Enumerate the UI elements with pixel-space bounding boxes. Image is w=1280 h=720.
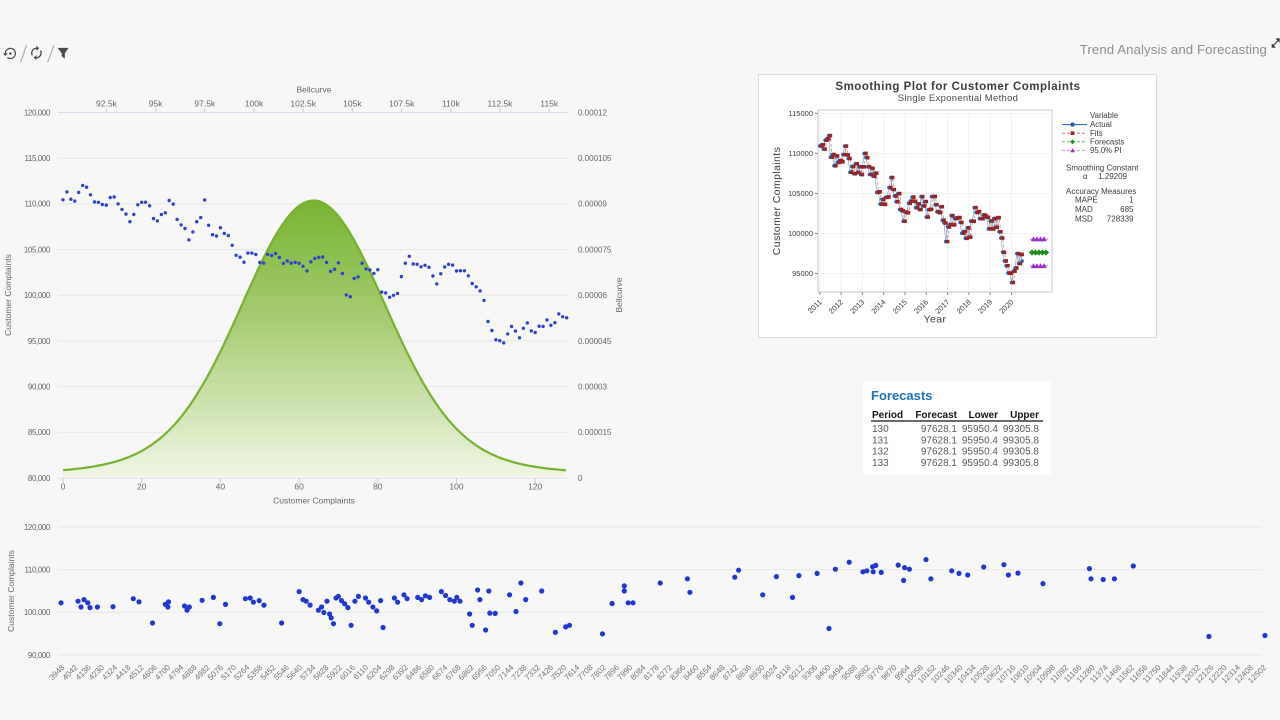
svg-text:131: 131 <box>872 435 889 446</box>
svg-text:92.5k: 92.5k <box>96 99 118 109</box>
svg-text:0.00012: 0.00012 <box>578 108 607 117</box>
svg-text:MAD: MAD <box>1075 205 1093 214</box>
svg-text:Fits: Fits <box>1090 129 1103 138</box>
svg-text:99305.8: 99305.8 <box>1003 458 1040 469</box>
svg-text:2014: 2014 <box>869 298 887 316</box>
svg-text:0: 0 <box>61 482 66 492</box>
svg-text:0.000045: 0.000045 <box>578 337 612 346</box>
svg-text:115000: 115000 <box>789 109 813 118</box>
svg-text:100: 100 <box>449 482 463 492</box>
svg-text:120,000: 120,000 <box>24 523 51 532</box>
svg-text:2019: 2019 <box>976 298 994 316</box>
svg-text:80: 80 <box>373 482 383 492</box>
svg-text:0: 0 <box>578 474 583 483</box>
svg-text:80,000: 80,000 <box>28 474 51 483</box>
svg-text:Forecasts: Forecasts <box>1090 137 1124 146</box>
svg-text:Customer Complaints: Customer Complaints <box>6 550 16 632</box>
svg-text:40: 40 <box>216 482 226 492</box>
svg-text:Variable: Variable <box>1090 111 1118 120</box>
svg-text:97.5k: 97.5k <box>194 99 216 109</box>
svg-text:110000: 110000 <box>789 149 813 158</box>
svg-text:α: α <box>1083 172 1088 181</box>
svg-text:110,000: 110,000 <box>24 566 50 575</box>
svg-text:97628.1: 97628.1 <box>921 458 958 469</box>
svg-text:95950.4: 95950.4 <box>962 458 999 469</box>
svg-text:102.5k: 102.5k <box>290 99 316 109</box>
svg-text:2020: 2020 <box>997 298 1015 316</box>
svg-text:Customer Complaints: Customer Complaints <box>3 254 13 336</box>
svg-text:2013: 2013 <box>848 298 866 316</box>
svg-text:110,000: 110,000 <box>24 200 50 209</box>
svg-text:95.0% PI: 95.0% PI <box>1090 146 1122 155</box>
svg-text:95950.4: 95950.4 <box>962 447 999 458</box>
svg-text:105k: 105k <box>343 99 362 109</box>
svg-text:0.000075: 0.000075 <box>578 245 612 254</box>
svg-text:Forecast: Forecast <box>915 410 957 421</box>
svg-text:100,000: 100,000 <box>24 291 51 300</box>
svg-text:685: 685 <box>1120 205 1134 214</box>
svg-text:0.00003: 0.00003 <box>578 382 607 391</box>
svg-text:95000: 95000 <box>792 269 813 278</box>
svg-text:120: 120 <box>528 482 542 492</box>
svg-text:115k: 115k <box>540 99 559 109</box>
svg-text:95,000: 95,000 <box>28 337 51 346</box>
svg-text:85,000: 85,000 <box>28 428 51 437</box>
svg-text:97628.1: 97628.1 <box>921 424 958 435</box>
svg-text:Accuracy Measures: Accuracy Measures <box>1066 187 1136 196</box>
svg-text:132: 132 <box>872 447 889 458</box>
svg-text:110k: 110k <box>442 99 461 109</box>
svg-text:Single Exponential Method: Single Exponential Method <box>898 93 1019 104</box>
svg-text:0.000015: 0.000015 <box>578 428 612 437</box>
svg-text:728339: 728339 <box>1107 214 1134 223</box>
svg-text:95950.4: 95950.4 <box>962 424 999 435</box>
svg-text:133: 133 <box>872 458 889 469</box>
svg-text:112.5k: 112.5k <box>488 99 514 109</box>
svg-text:99305.8: 99305.8 <box>1003 435 1040 446</box>
svg-text:97628.1: 97628.1 <box>921 435 958 446</box>
svg-text:2015: 2015 <box>891 298 909 316</box>
svg-text:115,000: 115,000 <box>24 154 50 163</box>
svg-text:20: 20 <box>137 482 147 492</box>
svg-text:Smoothing Plot for Customer Co: Smoothing Plot for Customer Complaints <box>835 81 1080 93</box>
svg-text:Bellcurve: Bellcurve <box>297 85 332 95</box>
svg-text:Lower: Lower <box>969 410 999 421</box>
svg-text:2012: 2012 <box>827 298 845 316</box>
svg-text:1: 1 <box>1129 196 1134 205</box>
svg-text:0.000105: 0.000105 <box>578 154 612 163</box>
svg-text:2011: 2011 <box>806 298 824 316</box>
svg-text:Year: Year <box>924 314 947 326</box>
svg-text:60: 60 <box>294 482 304 492</box>
svg-text:100,000: 100,000 <box>24 608 51 617</box>
svg-text:Bellcurve: Bellcurve <box>614 277 624 312</box>
svg-text:100k: 100k <box>245 99 264 109</box>
svg-text:90,000: 90,000 <box>28 651 51 660</box>
svg-text:1.29209: 1.29209 <box>1098 172 1127 181</box>
svg-text:105000: 105000 <box>788 189 813 198</box>
svg-text:MSD: MSD <box>1075 214 1093 223</box>
svg-text:Customer Complaints: Customer Complaints <box>771 147 783 256</box>
svg-text:105,000: 105,000 <box>24 245 51 254</box>
svg-text:Upper: Upper <box>1010 410 1039 421</box>
svg-text:Smoothing Constant: Smoothing Constant <box>1066 163 1139 172</box>
svg-text:130: 130 <box>872 424 889 435</box>
svg-text:Customer Complaints: Customer Complaints <box>273 496 355 506</box>
svg-text:95k: 95k <box>149 99 163 109</box>
svg-text:95950.4: 95950.4 <box>962 435 999 446</box>
svg-text:99305.8: 99305.8 <box>1003 424 1040 435</box>
svg-text:107.5k: 107.5k <box>389 99 415 109</box>
svg-text:100000: 100000 <box>788 229 813 238</box>
svg-text:120,000: 120,000 <box>24 108 51 117</box>
svg-text:97628.1: 97628.1 <box>921 447 958 458</box>
svg-text:Actual: Actual <box>1090 120 1112 129</box>
svg-text:90,000: 90,000 <box>28 382 51 391</box>
svg-text:2018: 2018 <box>955 298 973 316</box>
svg-text:0.00009: 0.00009 <box>578 200 607 209</box>
svg-text:0.00006: 0.00006 <box>578 291 607 300</box>
svg-text:99305.8: 99305.8 <box>1003 447 1040 458</box>
svg-text:MAPE: MAPE <box>1075 196 1098 205</box>
svg-text:Period: Period <box>872 410 903 421</box>
